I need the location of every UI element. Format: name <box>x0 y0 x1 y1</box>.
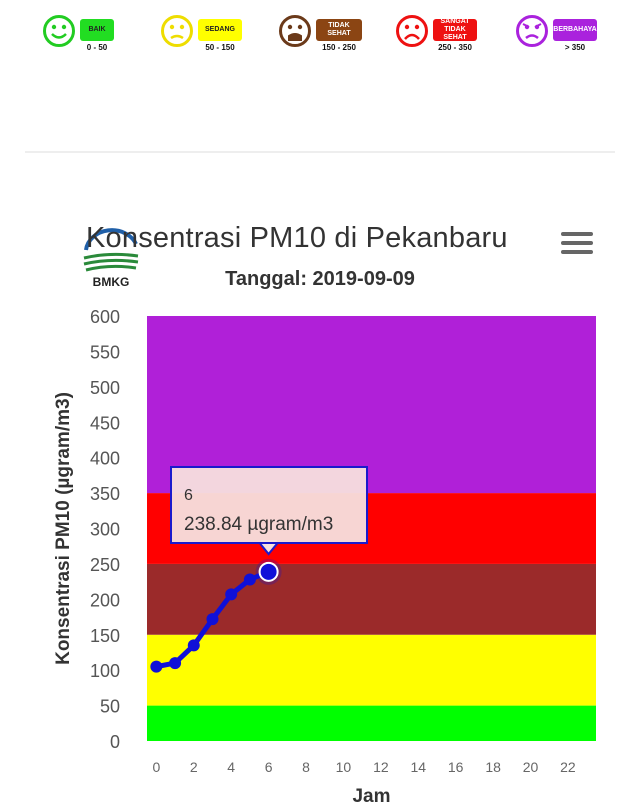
plot-band <box>147 563 596 635</box>
sick-face-icon <box>279 15 311 47</box>
y-tick-label: 550 <box>90 342 120 362</box>
legend-item-5: BERBAHAYA > 350 <box>515 14 599 54</box>
data-point <box>169 657 182 670</box>
x-tick-label: 2 <box>190 759 198 775</box>
chart-subtitle: Tanggal: 2019-09-09 <box>225 268 415 290</box>
y-tick-label: 400 <box>90 449 120 469</box>
y-tick-label: 100 <box>90 661 120 681</box>
y-tick-label: 150 <box>90 626 120 646</box>
hamburger-icon <box>561 232 593 236</box>
y-tick-label: 0 <box>110 732 120 752</box>
bmkg-logo: BMKG <box>83 228 139 288</box>
legend-range: 0 - 50 <box>86 43 108 52</box>
legend-badge: BERBAHAYA <box>553 19 597 41</box>
x-tick-label: 12 <box>373 759 389 775</box>
smile-face-icon <box>43 15 75 47</box>
data-point <box>243 573 256 586</box>
x-tick-label: 14 <box>410 759 426 775</box>
legend-item-3: TIDAK SEHAT 150 - 250 <box>278 14 364 54</box>
y-tick-label: 300 <box>90 520 120 540</box>
x-tick-label: 4 <box>227 759 235 775</box>
y-tick-label: 250 <box>90 555 120 575</box>
tooltip-x-value: 6 <box>184 487 193 504</box>
plot-band <box>147 634 596 706</box>
neutral-face-icon <box>161 15 193 47</box>
x-tick-label: 8 <box>302 759 310 775</box>
data-point-highlighted <box>258 561 279 582</box>
x-axis-title: Jam <box>352 786 390 806</box>
tooltip-y-value: 238.84 µgram/m3 <box>184 514 334 535</box>
legend-badge: SANGAT TIDAK SEHAT <box>433 18 477 41</box>
x-tick-label: 18 <box>485 759 501 775</box>
legend-badge: SEDANG <box>198 19 242 41</box>
legend-badge: TIDAK SEHAT <box>316 19 362 41</box>
legend-item-2: SEDANG 50 - 150 <box>160 14 244 54</box>
data-point <box>225 588 238 601</box>
x-tick-label: 6 <box>265 759 273 775</box>
chart-tooltip: 6 238.84 µgram/m3 <box>170 466 368 544</box>
plot-band <box>147 705 596 741</box>
legend-item-1: BAIK 0 - 50 <box>42 14 116 54</box>
y-tick-label: 50 <box>100 697 120 717</box>
chart-title: Konsentrasi PM10 di Pekanbaru <box>86 222 508 254</box>
x-tick-label: 20 <box>523 759 539 775</box>
x-tick-label: 22 <box>560 759 576 775</box>
legend-item-4: SANGAT TIDAK SEHAT 250 - 350 <box>395 14 479 54</box>
y-tick-label: 600 <box>90 307 120 327</box>
legend-range: 250 - 350 <box>438 43 472 52</box>
divider <box>25 151 615 153</box>
y-tick-label: 200 <box>90 590 120 610</box>
chart-menu-button[interactable] <box>561 232 593 258</box>
legend-range: > 350 <box>564 43 586 52</box>
aqi-legend: BAIK 0 - 50 SEDANG 50 - 150 TIDAK SEHAT 150 -… <box>0 8 640 58</box>
y-tick-label: 450 <box>90 413 120 433</box>
plot-band <box>147 316 596 494</box>
legend-range: 150 - 250 <box>322 43 356 52</box>
legend-badge: BAIK <box>80 19 114 41</box>
angry-face-icon <box>516 15 548 47</box>
legend-range: 50 - 150 <box>205 43 235 52</box>
y-axis-title: Konsentrasi PM10 (µgram/m3) <box>53 392 74 665</box>
data-point <box>150 660 163 673</box>
y-tick-label: 350 <box>90 484 120 504</box>
x-tick-label: 10 <box>336 759 352 775</box>
logo-text: BMKG <box>93 275 130 288</box>
sad-face-icon <box>396 15 428 47</box>
y-tick-label: 500 <box>90 378 120 398</box>
x-tick-label: 0 <box>152 759 160 775</box>
data-point <box>206 613 219 626</box>
data-point <box>187 639 200 652</box>
x-tick-label: 16 <box>448 759 464 775</box>
